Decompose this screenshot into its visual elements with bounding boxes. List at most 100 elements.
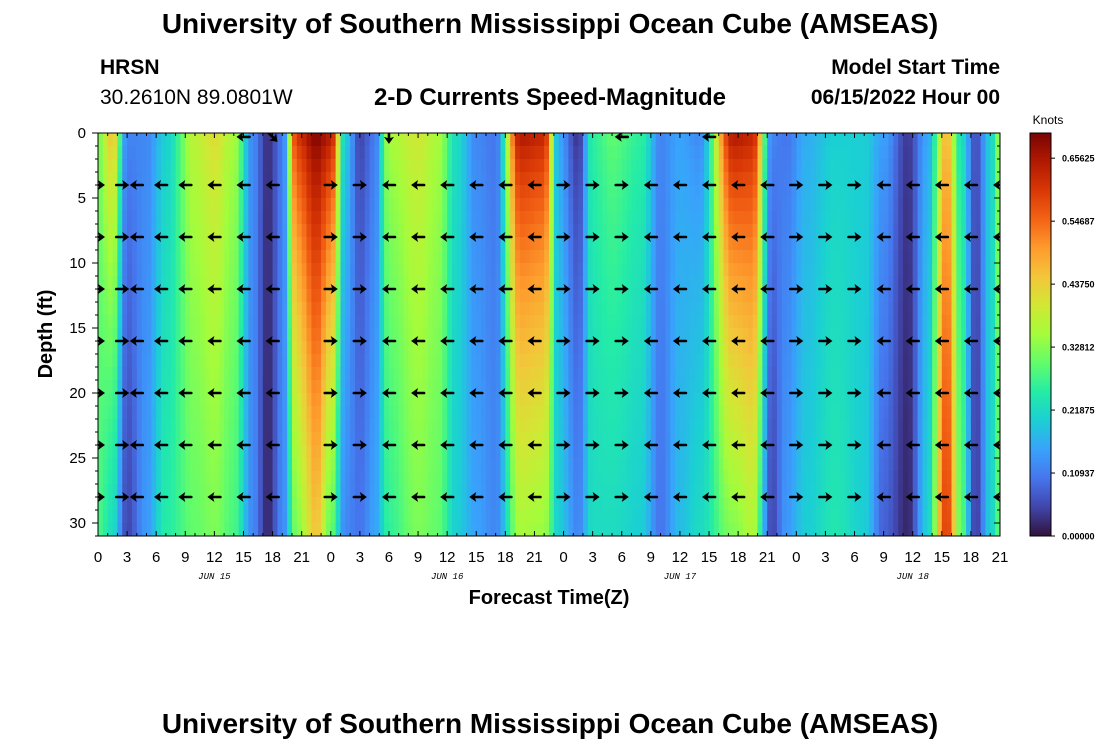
heatmap-cell xyxy=(355,328,361,342)
heatmap-cell xyxy=(194,328,201,342)
heatmap-cell xyxy=(209,315,215,329)
heatmap-cell xyxy=(781,328,788,342)
heatmap-cell xyxy=(136,159,143,173)
heatmap-cell xyxy=(801,367,807,381)
heatmap-cell xyxy=(616,315,623,329)
heatmap-cell xyxy=(156,523,162,536)
heatmap-cell xyxy=(272,172,279,186)
heatmap-cell xyxy=(524,289,531,303)
heatmap-cell xyxy=(844,406,851,420)
heatmap-cell xyxy=(529,354,536,368)
heatmap-cell xyxy=(578,432,584,446)
heatmap-cell xyxy=(558,510,565,524)
heatmap-cell xyxy=(330,510,337,524)
heatmap-cell xyxy=(578,458,584,472)
heatmap-cell xyxy=(665,354,671,368)
heatmap-cell xyxy=(660,133,666,147)
heatmap-cell xyxy=(485,354,492,368)
heatmap-cell xyxy=(864,432,870,446)
heatmap-cell xyxy=(277,471,283,485)
heatmap-cell xyxy=(224,328,230,342)
heatmap-cell xyxy=(553,133,560,147)
heatmap-cell xyxy=(694,471,700,485)
heatmap-cell xyxy=(107,484,114,498)
heatmap-cell xyxy=(573,159,579,173)
heatmap-cell xyxy=(519,445,526,459)
heatmap-cell xyxy=(388,497,395,511)
heatmap-cell xyxy=(776,484,783,498)
heatmap-cell xyxy=(650,419,657,433)
heatmap-cell xyxy=(151,276,157,290)
heatmap-cell xyxy=(495,263,502,277)
heatmap-cell xyxy=(199,198,206,212)
heatmap-cell xyxy=(699,211,705,225)
heatmap-cell xyxy=(616,406,623,420)
heatmap-cell xyxy=(272,458,279,472)
heatmap-cell xyxy=(272,302,279,316)
heatmap-cell xyxy=(796,406,802,420)
heatmap-cell xyxy=(839,484,846,498)
heatmap-cell xyxy=(549,445,555,459)
heatmap-cell xyxy=(699,172,705,186)
heatmap-cell xyxy=(238,458,245,472)
heatmap-cell xyxy=(684,432,691,446)
heatmap-cell xyxy=(364,237,371,251)
heatmap-cell xyxy=(762,419,768,433)
heatmap-cell xyxy=(224,367,230,381)
heatmap-cell xyxy=(568,276,574,290)
heatmap-cell xyxy=(738,133,744,147)
heatmap-cell xyxy=(117,172,123,186)
heatmap-cell xyxy=(752,276,759,290)
heatmap-cell xyxy=(345,393,351,407)
heatmap-cell xyxy=(427,367,434,381)
heatmap-cell xyxy=(194,523,201,536)
heatmap-cell xyxy=(316,445,322,459)
heatmap-cell xyxy=(141,484,148,498)
heatmap-cell xyxy=(767,432,773,446)
heatmap-cell xyxy=(650,237,657,251)
heatmap-cell xyxy=(204,237,211,251)
heatmap-cell xyxy=(815,172,822,186)
heatmap-cell xyxy=(500,367,506,381)
heatmap-cell xyxy=(757,276,763,290)
heatmap-cell xyxy=(859,497,865,511)
heatmap-cell xyxy=(471,510,477,524)
heatmap-cell xyxy=(825,510,831,524)
heatmap-cell xyxy=(456,172,463,186)
heatmap-cell xyxy=(403,146,409,160)
heatmap-cell xyxy=(277,250,283,264)
heatmap-cell xyxy=(519,380,526,394)
heatmap-cell xyxy=(131,393,138,407)
heatmap-cell xyxy=(699,159,705,173)
heatmap-cell xyxy=(170,315,177,329)
heatmap-cell xyxy=(151,172,157,186)
heatmap-cell xyxy=(660,250,666,264)
heatmap-cell xyxy=(641,198,647,212)
heatmap-cell xyxy=(573,276,579,290)
heatmap-cell xyxy=(170,510,177,524)
heatmap-cell xyxy=(723,289,730,303)
heatmap-cell xyxy=(835,497,841,511)
heatmap-cell xyxy=(238,237,245,251)
heatmap-cell xyxy=(728,276,734,290)
heatmap-cell xyxy=(102,432,109,446)
heatmap-cell xyxy=(592,159,599,173)
heatmap-cell xyxy=(641,406,647,420)
heatmap-cell xyxy=(161,393,167,407)
heatmap-cell xyxy=(384,419,390,433)
heatmap-cell xyxy=(427,185,434,199)
heatmap-cell xyxy=(854,471,860,485)
heatmap-cell xyxy=(156,315,162,329)
heatmap-cell xyxy=(582,302,589,316)
heatmap-cell xyxy=(529,315,536,329)
heatmap-cell xyxy=(287,289,293,303)
heatmap-cell xyxy=(786,484,793,498)
heatmap-cell xyxy=(602,263,608,277)
heatmap-cell xyxy=(849,432,856,446)
heatmap-cell xyxy=(296,133,303,147)
heatmap-cell xyxy=(403,458,409,472)
heatmap-cell xyxy=(355,380,361,394)
heatmap-cell xyxy=(243,172,249,186)
heatmap-cell xyxy=(199,406,206,420)
heatmap-cell xyxy=(786,198,793,212)
